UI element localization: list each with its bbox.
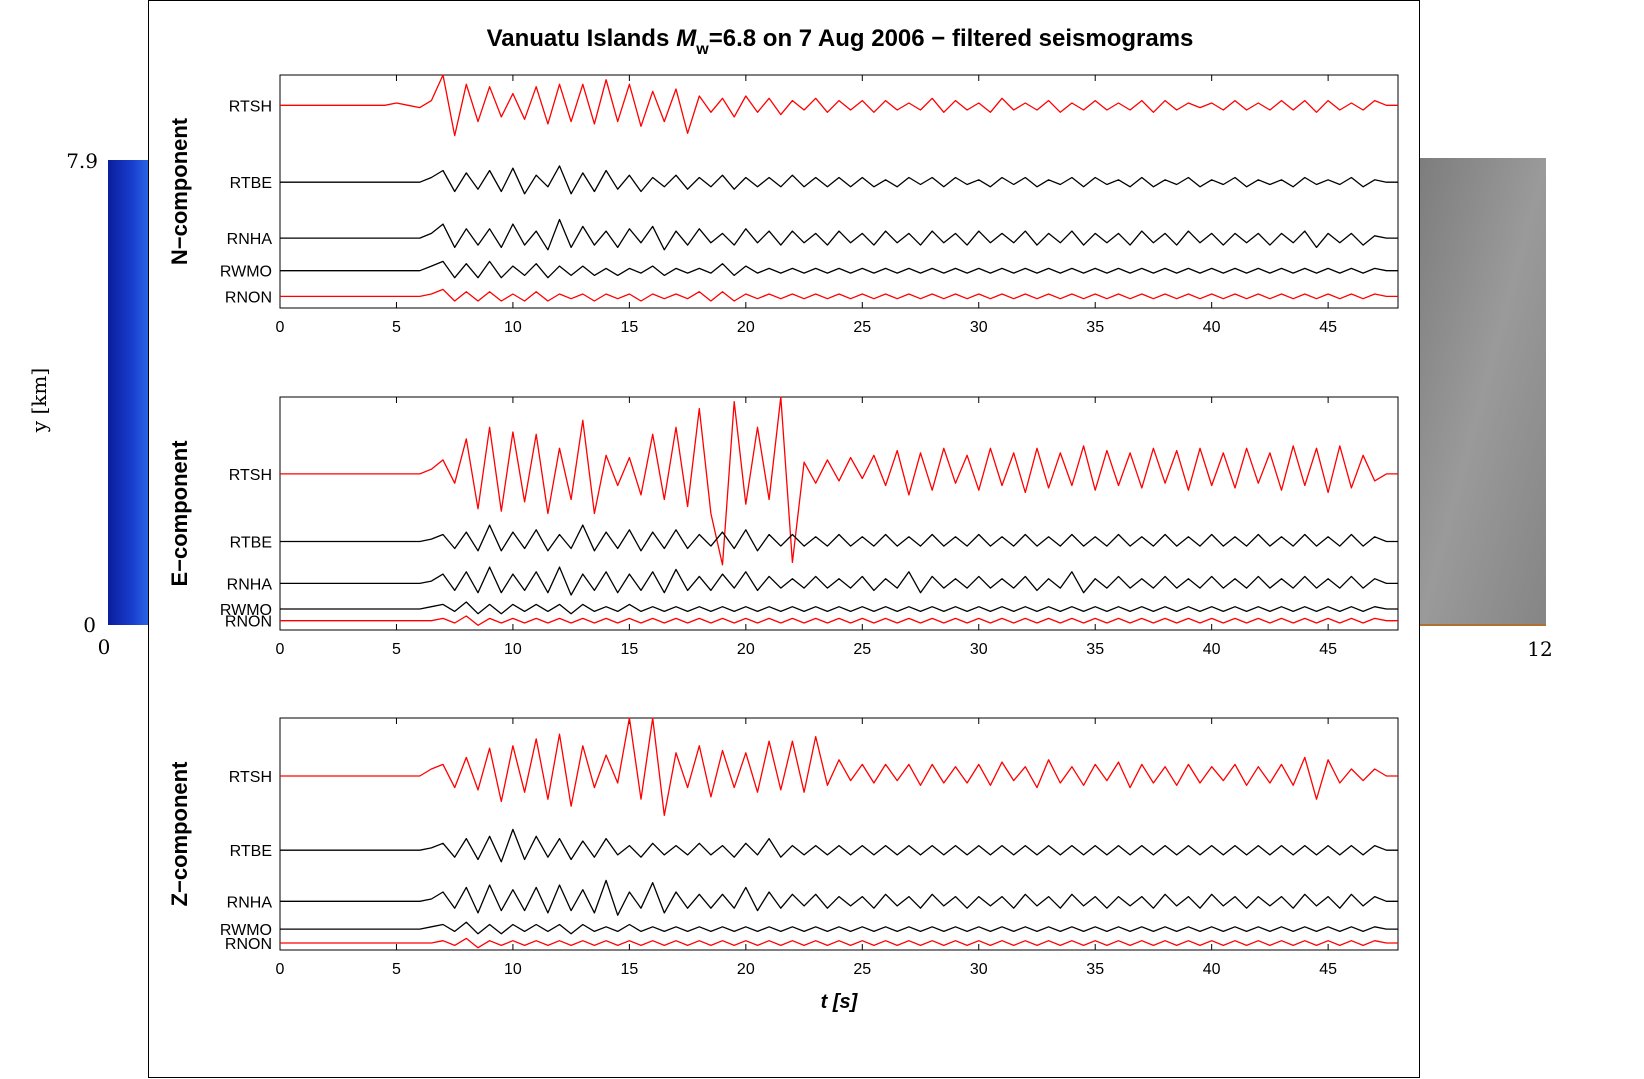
plot-frame: [279, 717, 1399, 951]
x-tick-label: 25: [853, 319, 871, 336]
station-label: RTBE: [230, 843, 272, 860]
x-tick-label: 5: [392, 961, 401, 978]
trace: [280, 717, 1398, 817]
trace: [280, 601, 1398, 615]
station-label: RTSH: [229, 769, 272, 786]
title-text: M: [676, 25, 697, 52]
x-axis-label: t [s]: [821, 991, 859, 1013]
x-tick-label: 25: [853, 641, 871, 658]
x-tick-label: 0: [276, 319, 285, 336]
plot-frame: [279, 74, 1399, 309]
station-label: RTBE: [230, 175, 272, 192]
title-text: w: [695, 41, 709, 58]
background-label: 0: [98, 635, 111, 659]
x-tick-label: 10: [504, 319, 522, 336]
background-image: [1420, 158, 1546, 625]
trace: [280, 524, 1398, 552]
station-label: RNON: [225, 289, 272, 306]
y-axis-label: N−component: [167, 117, 192, 265]
station-label: RTSH: [229, 467, 272, 484]
x-tick-label: 0: [276, 641, 285, 658]
trace: [280, 566, 1398, 596]
trace: [280, 288, 1398, 302]
x-tick-label: 20: [737, 961, 755, 978]
x-tick-label: 30: [970, 961, 988, 978]
x-tick-label: 10: [504, 641, 522, 658]
x-tick-label: 20: [737, 319, 755, 336]
x-tick-label: 30: [970, 319, 988, 336]
x-tick-label: 15: [620, 319, 638, 336]
x-tick-label: 0: [276, 961, 285, 978]
x-tick-label: 30: [970, 641, 988, 658]
x-tick-label: 20: [737, 641, 755, 658]
title-text: =6.8 on 7 Aug 2006 − filtered seismogram…: [709, 25, 1194, 52]
trace: [280, 615, 1398, 626]
trace: [280, 260, 1398, 279]
x-tick-label: 5: [392, 641, 401, 658]
x-tick-label: 40: [1203, 641, 1221, 658]
x-tick-label: 15: [620, 641, 638, 658]
station-label: RWMO: [220, 922, 272, 939]
x-tick-label: 5: [392, 319, 401, 336]
x-tick-label: 45: [1319, 961, 1337, 978]
station-label: RWMO: [220, 602, 272, 619]
x-tick-label: 45: [1319, 319, 1337, 336]
x-tick-label: 15: [620, 961, 638, 978]
background-label: 0: [83, 613, 96, 637]
station-label: RWMO: [220, 264, 272, 281]
plot-frame: [279, 396, 1399, 631]
x-tick-label: 25: [853, 961, 871, 978]
y-axis-label: Z−component: [167, 761, 192, 907]
background-axis-label: y [km]: [27, 368, 51, 433]
station-label: RNON: [225, 614, 272, 631]
title-text: Vanuatu Islands: [487, 25, 670, 52]
trace: [280, 396, 1398, 566]
chart-title: Vanuatu Islands Mw=6.8 on 7 Aug 2006 − fi…: [487, 25, 1194, 58]
figure-frame: [148, 0, 1420, 1078]
trace: [280, 879, 1398, 916]
station-label: RNHA: [227, 576, 273, 593]
trace: [280, 218, 1398, 251]
background-label: 12: [1527, 637, 1552, 661]
trace: [280, 937, 1398, 949]
trace: [280, 921, 1398, 935]
station-label: RTSH: [229, 98, 272, 115]
y-axis-label: E−component: [167, 440, 192, 587]
trace: [280, 828, 1398, 863]
x-tick-label: 10: [504, 961, 522, 978]
x-tick-label: 35: [1086, 641, 1104, 658]
x-tick-label: 35: [1086, 319, 1104, 336]
trace: [280, 165, 1398, 195]
station-label: RNHA: [227, 231, 273, 248]
x-tick-label: 45: [1319, 641, 1337, 658]
background-image: [108, 160, 150, 625]
station-label: RTBE: [230, 534, 272, 551]
x-tick-label: 40: [1203, 319, 1221, 336]
trace: [280, 74, 1398, 137]
station-label: RNON: [225, 936, 272, 953]
background-label: 7.9: [66, 149, 98, 173]
x-tick-label: 40: [1203, 961, 1221, 978]
station-label: RNHA: [227, 894, 273, 911]
x-tick-label: 35: [1086, 961, 1104, 978]
